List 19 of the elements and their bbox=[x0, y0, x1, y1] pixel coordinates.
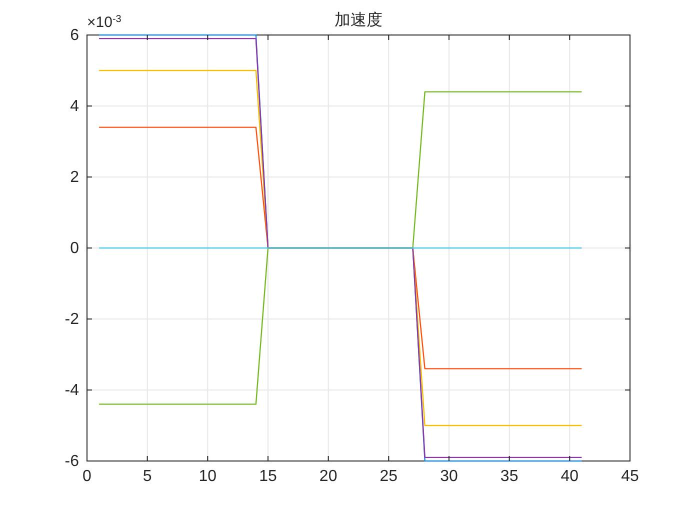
y-tick-label: 4 bbox=[70, 98, 80, 115]
x-tick-label: 15 bbox=[259, 468, 277, 485]
x-tick-label: 35 bbox=[500, 468, 518, 485]
x-tick-label: 45 bbox=[621, 468, 639, 485]
y-tick-label: -6 bbox=[64, 453, 80, 470]
x-tick-label: 20 bbox=[319, 468, 338, 485]
x-tick-label: 30 bbox=[440, 468, 458, 485]
y-tick-label: -2 bbox=[64, 311, 80, 328]
y-tick-label: -4 bbox=[64, 382, 80, 399]
x-tick-label: 0 bbox=[82, 468, 92, 485]
y-tick-label: 6 bbox=[70, 27, 80, 44]
text: ×10$^{-3}$ bbox=[87, 14, 122, 31]
x-tick-label: 5 bbox=[142, 468, 152, 485]
x-tick-label: 25 bbox=[380, 468, 398, 485]
chart-title: 加速度 bbox=[334, 11, 382, 29]
x-tick-label: 40 bbox=[560, 468, 579, 485]
y-tick-label: 0 bbox=[70, 240, 80, 257]
x-tick-label: 10 bbox=[198, 468, 217, 485]
y-tick-label: 2 bbox=[70, 169, 80, 186]
